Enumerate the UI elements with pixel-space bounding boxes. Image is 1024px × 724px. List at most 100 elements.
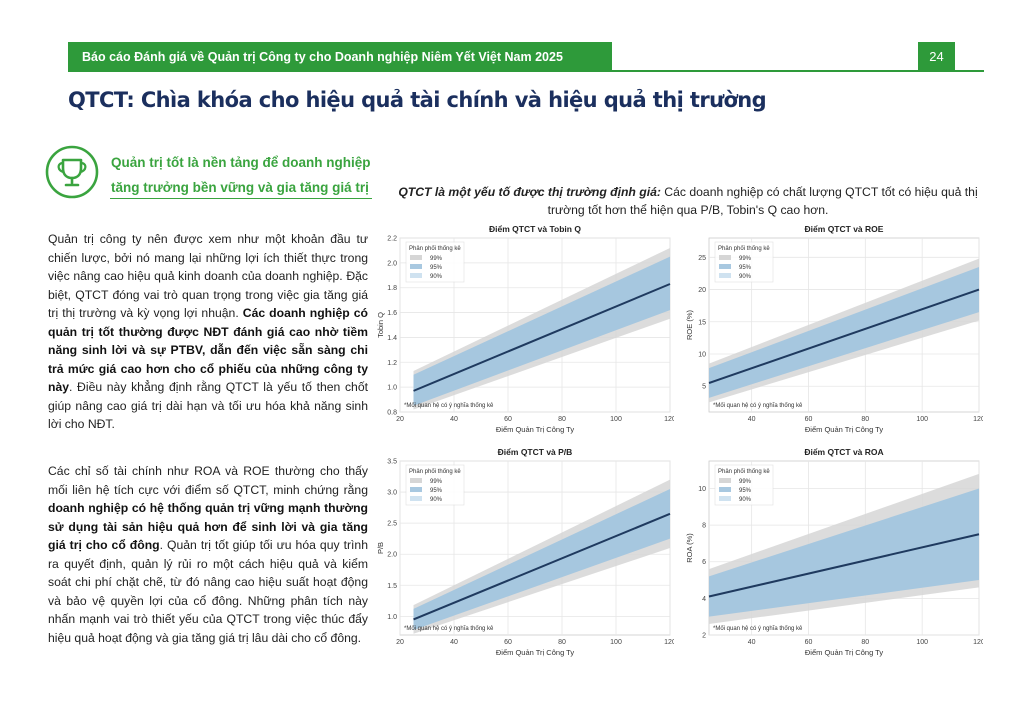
y-tick-label: 2.0 xyxy=(387,552,397,559)
x-axis-label: Điểm Quản Trị Công Ty xyxy=(496,648,574,657)
body-paragraph-1: Quản trị công ty nên được xem như một kh… xyxy=(48,230,368,434)
legend-label: 95% xyxy=(430,488,443,494)
y-tick-label: 2.0 xyxy=(387,260,397,267)
figure-caption: QTCT là một yếu tố được thị trường định … xyxy=(392,183,984,219)
y-tick-label: 1.0 xyxy=(387,385,397,392)
x-tick-label: 40 xyxy=(450,639,458,646)
significance-note: *Mối quan hệ có ý nghĩa thống kê xyxy=(713,403,803,409)
report-title: Báo cáo Đánh giá về Quản trị Công ty cho… xyxy=(68,42,612,72)
legend-label: 90% xyxy=(430,497,443,503)
chart-svg: Điểm QTCT và Tobin Q 20 40 60 80 100 120 0.8 1.0… xyxy=(376,224,674,434)
chart-svg: Điểm QTCT và ROE 40 60 80 100 120 5 10 15 20 25 Phâ… xyxy=(685,224,983,434)
x-tick-label: 80 xyxy=(861,416,869,423)
trophy-icon xyxy=(45,145,99,199)
x-tick-label: 20 xyxy=(396,416,404,423)
y-tick-label: 1.6 xyxy=(387,310,397,317)
x-tick-label: 60 xyxy=(504,639,512,646)
y-tick-label: 2 xyxy=(702,633,706,640)
legend-label: 95% xyxy=(430,265,443,271)
chart-title: Điểm QTCT và ROE xyxy=(805,224,884,234)
y-tick-label: 6 xyxy=(702,559,706,566)
legend-swatch xyxy=(719,487,731,492)
legend-swatch xyxy=(410,496,422,501)
legend-swatch xyxy=(410,273,422,278)
legend-title: Phân phối thống kê xyxy=(409,246,461,252)
x-axis-label: Điểm Quản Trị Công Ty xyxy=(496,425,574,434)
x-tick-label: 60 xyxy=(805,639,813,646)
y-tick-label: 1.0 xyxy=(387,614,397,621)
x-tick-label: 100 xyxy=(610,416,622,423)
significance-note: *Mối quan hệ có ý nghĩa thống kê xyxy=(713,626,803,632)
y-tick-label: 2.5 xyxy=(387,521,397,528)
x-tick-label: 100 xyxy=(916,416,928,423)
legend-swatch xyxy=(719,273,731,278)
regression-line xyxy=(413,512,671,621)
para1-emphasis: Các doanh nghiệp có quản trị tốt thường … xyxy=(48,306,368,394)
x-tick-label: 60 xyxy=(504,416,512,423)
legend-swatch xyxy=(719,496,731,501)
y-tick-label: 1.8 xyxy=(387,285,397,292)
x-tick-label: 40 xyxy=(748,416,756,423)
y-tick-label: 5 xyxy=(702,384,706,391)
chart-svg: Điểm QTCT và ROA 40 60 80 100 120 2 4 6 8 10 Phân p… xyxy=(685,447,983,657)
y-axis-label: Tobin Q xyxy=(376,312,385,338)
legend-label: 95% xyxy=(739,265,752,271)
chart-pb: Điểm QTCT và P/B 20 40 60 80 100 120 1.0 1.5 2.0 2… xyxy=(374,443,674,665)
para2-text: Các chỉ số tài chính như ROA và ROE thườ… xyxy=(48,464,368,497)
y-tick-label: 3.5 xyxy=(387,459,397,466)
x-tick-label: 80 xyxy=(861,639,869,646)
caption-lead: QTCT là một yếu tố được thị trường định … xyxy=(398,185,661,199)
legend-label: 99% xyxy=(430,256,443,262)
legend-label: 99% xyxy=(739,256,752,262)
legend-label: 95% xyxy=(739,488,752,494)
x-tick-label: 40 xyxy=(748,639,756,646)
ci-band-95 xyxy=(709,267,979,398)
callout-text: Quản trị tốt là nền tảng để doanh nghiệp… xyxy=(111,150,371,200)
significance-note: *Mối quan hệ có ý nghĩa thống kê xyxy=(404,626,494,632)
legend-swatch xyxy=(410,255,422,260)
report-header: Báo cáo Đánh giá về Quản trị Công ty cho… xyxy=(68,42,984,72)
callout-line-1: Quản trị tốt là nền tảng để doanh nghiệp xyxy=(111,155,371,170)
para2-text-end: . Quản trị tốt giúp tối ưu hóa quy trình… xyxy=(48,538,368,645)
legend-label: 90% xyxy=(739,497,752,503)
legend-swatch xyxy=(410,478,422,483)
x-axis-label: Điểm Quản Trị Công Ty xyxy=(805,648,883,657)
page-number: 24 xyxy=(918,42,955,72)
body-paragraph-2: Các chỉ số tài chính như ROA và ROE thườ… xyxy=(48,462,368,647)
legend-swatch xyxy=(719,255,731,260)
y-tick-label: 20 xyxy=(698,287,706,294)
y-tick-label: 3.0 xyxy=(387,490,397,497)
y-tick-label: 2.2 xyxy=(387,236,397,243)
x-tick-label: 100 xyxy=(610,639,622,646)
y-tick-label: 1.5 xyxy=(387,583,397,590)
x-tick-label: 20 xyxy=(396,639,404,646)
x-tick-label: 60 xyxy=(805,416,813,423)
x-tick-label: 40 xyxy=(450,416,458,423)
y-axis-label: ROE (%) xyxy=(685,309,694,340)
legend-title: Phân phối thống kê xyxy=(409,469,461,475)
callout-line-2: tăng trưởng bền vững và gia tăng giá trị xyxy=(111,180,369,195)
x-tick-label: 100 xyxy=(916,639,928,646)
y-tick-label: 8 xyxy=(702,523,706,530)
regression-line xyxy=(413,283,671,392)
significance-note: *Mối quan hệ có ý nghĩa thống kê xyxy=(404,403,494,409)
chart-title: Điểm QTCT và Tobin Q xyxy=(489,224,581,234)
para2-emphasis: doanh nghiệp có hệ thống quản trị vững m… xyxy=(48,501,368,552)
regression-line xyxy=(708,288,980,384)
para1-text-end: . Điều này khẳng định rằng QTCT là yếu t… xyxy=(48,380,368,431)
page-title: QTCT: Chìa khóa cho hiệu quả tài chính v… xyxy=(68,88,767,112)
legend-swatch xyxy=(410,487,422,492)
ci-band-95 xyxy=(709,488,979,617)
legend-label: 90% xyxy=(739,274,752,280)
y-tick-label: 0.8 xyxy=(387,410,397,417)
legend-swatch xyxy=(719,264,731,269)
legend-label: 99% xyxy=(430,479,443,485)
regression-line xyxy=(708,533,980,598)
x-tick-label: 80 xyxy=(558,639,566,646)
callout-underline xyxy=(110,198,372,199)
x-tick-label: 80 xyxy=(558,416,566,423)
chart-tobin-q: Điểm QTCT và Tobin Q 20 40 60 80 100 120 0.8 1.0… xyxy=(374,220,674,442)
x-axis-label: Điểm Quản Trị Công Ty xyxy=(805,425,883,434)
legend-swatch xyxy=(410,264,422,269)
x-tick-label: 120 xyxy=(973,416,983,423)
